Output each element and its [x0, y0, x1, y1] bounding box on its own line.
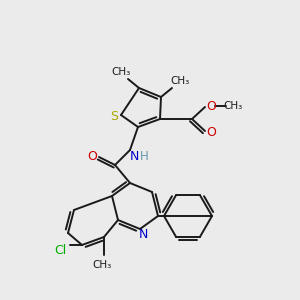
Text: O: O [206, 100, 216, 112]
Text: Cl: Cl [54, 244, 66, 256]
Text: N: N [138, 229, 148, 242]
Text: CH₃: CH₃ [111, 67, 130, 77]
Text: S: S [110, 110, 118, 122]
Text: N: N [129, 149, 139, 163]
Text: CH₃: CH₃ [92, 260, 112, 270]
Text: O: O [87, 149, 97, 163]
Text: CH₃: CH₃ [170, 76, 190, 86]
Text: CH₃: CH₃ [224, 101, 243, 111]
Text: H: H [140, 149, 148, 163]
Text: O: O [206, 127, 216, 140]
